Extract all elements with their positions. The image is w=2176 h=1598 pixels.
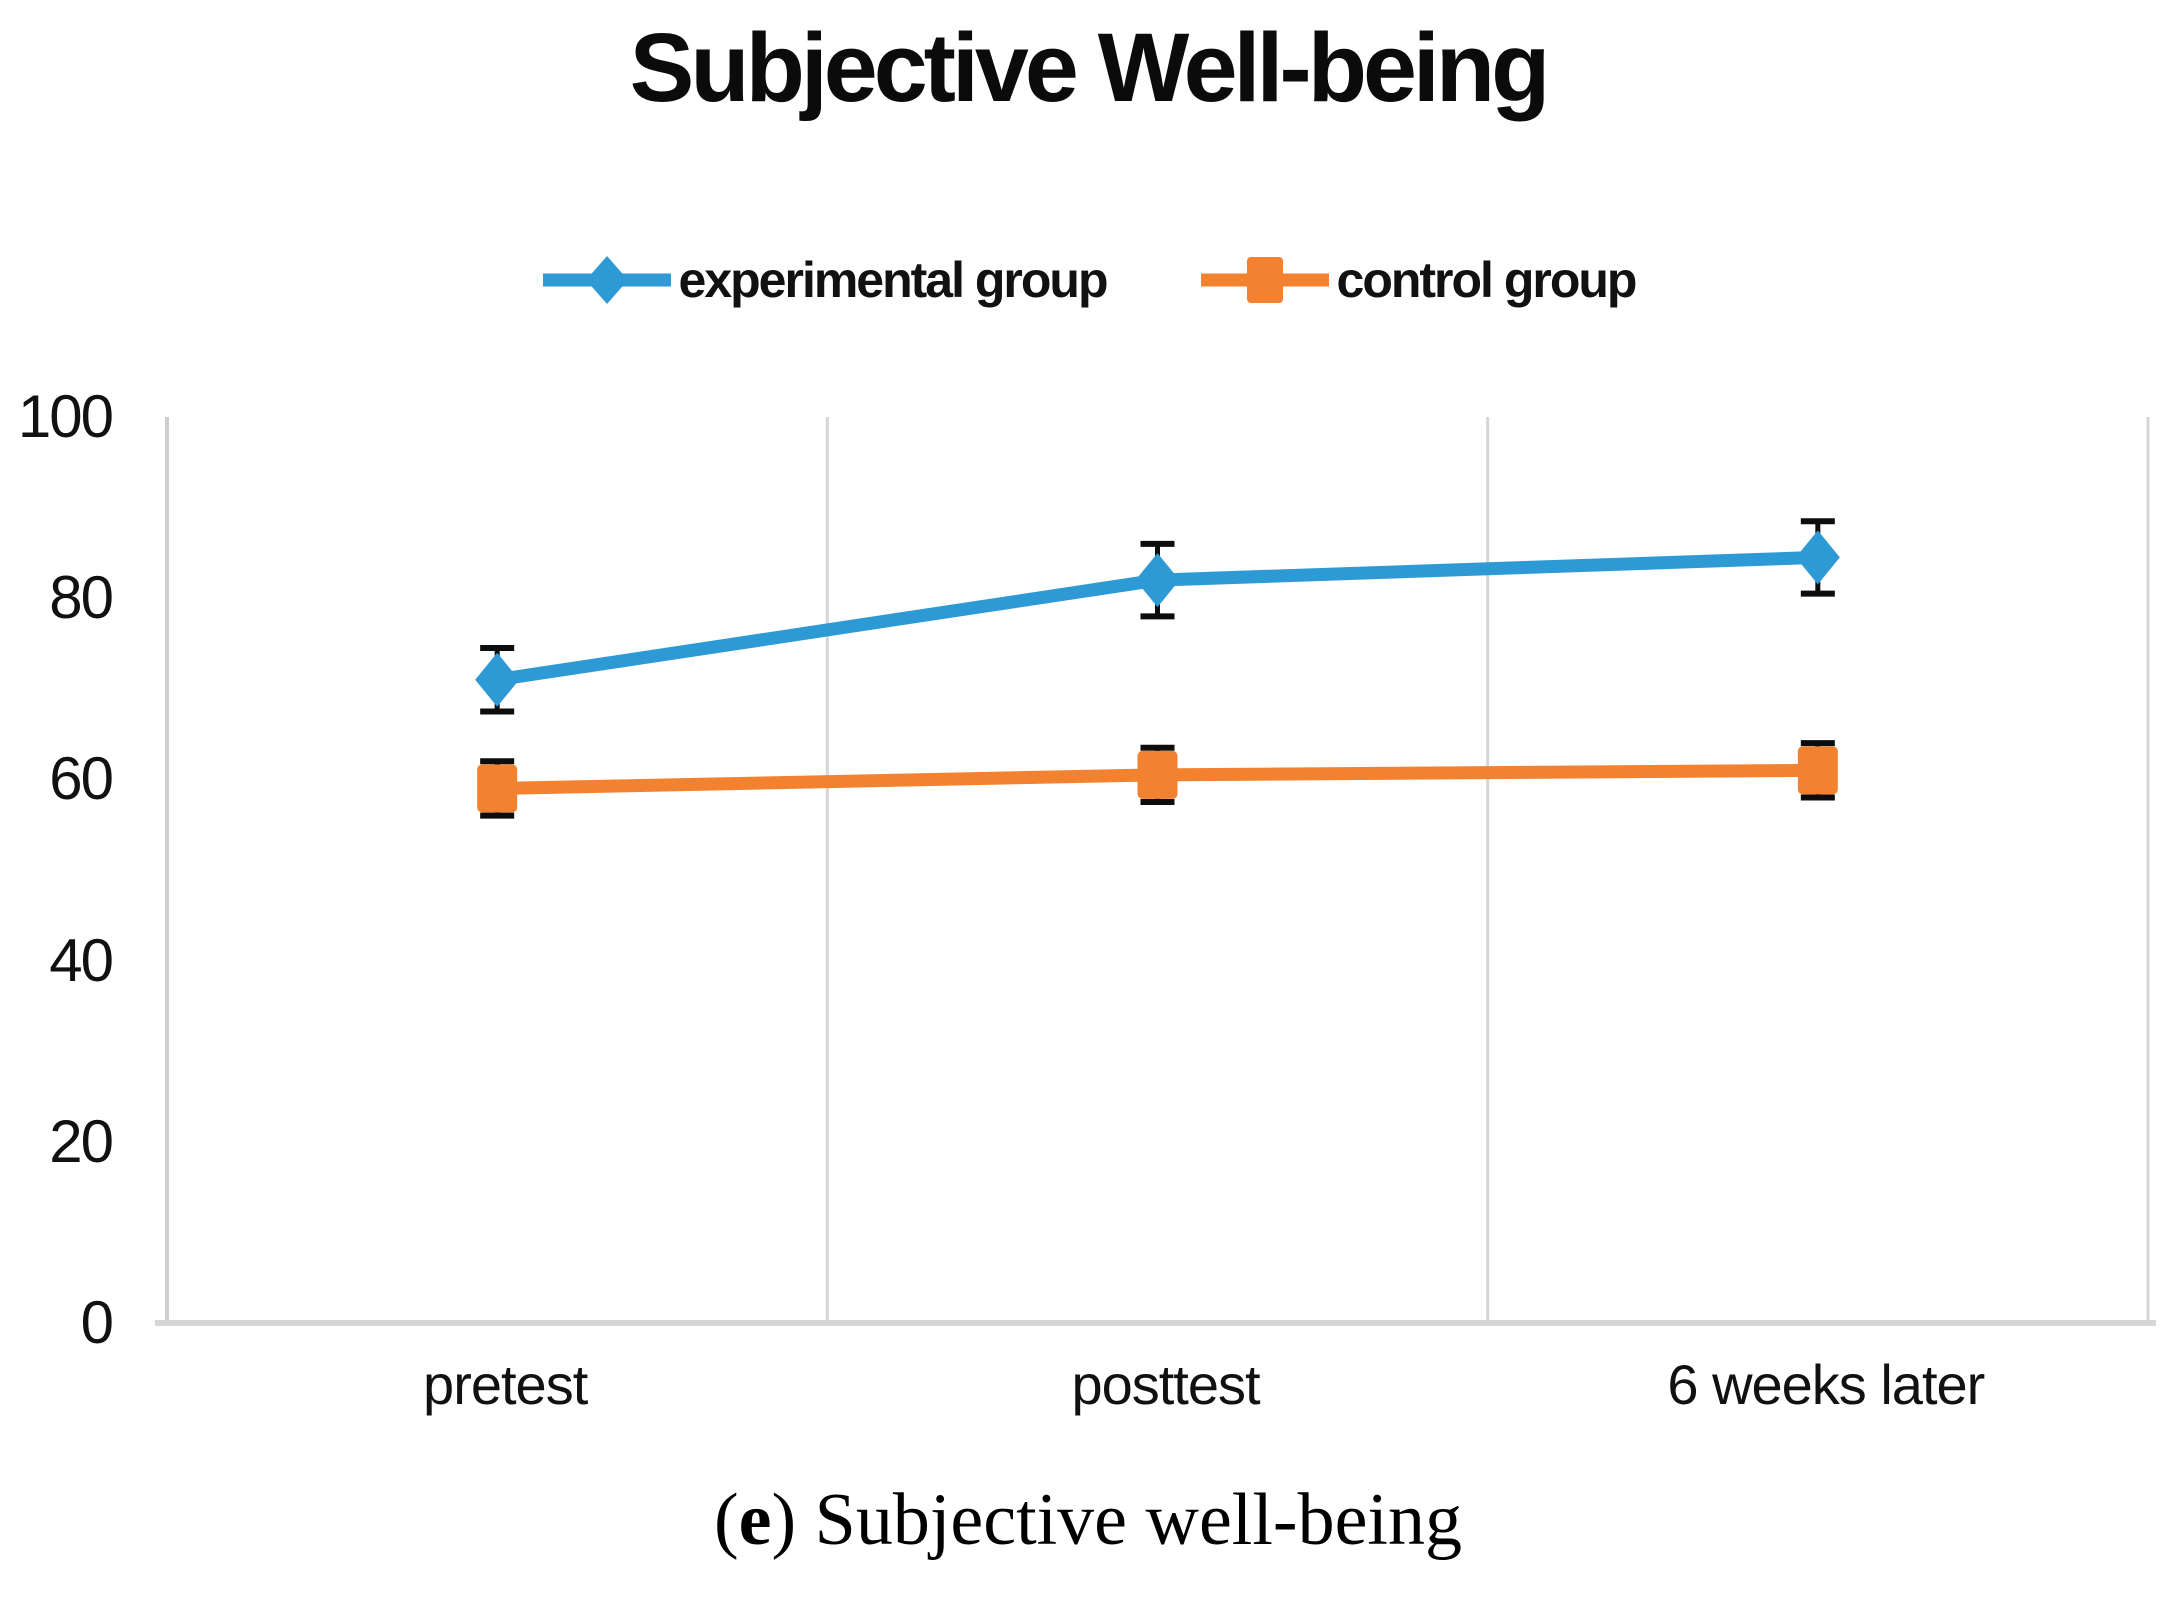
caption-text: ) Subjective well-being <box>771 1479 1462 1561</box>
marker-square <box>1137 750 1178 799</box>
x-category-label: pretest <box>423 1353 588 1416</box>
square-icon <box>1246 257 1283 303</box>
legend: experimental group control group <box>0 244 2176 316</box>
legend-item: experimental group <box>541 244 1109 316</box>
diamond-icon <box>585 256 628 304</box>
y-tick-label: 60 <box>49 745 114 813</box>
marker-diamond <box>1135 553 1180 608</box>
legend-label: experimental group <box>678 252 1109 308</box>
y-tick-label: 20 <box>49 1107 114 1175</box>
caption-paren-open: ( <box>714 1479 739 1561</box>
marker-diamond <box>475 652 520 707</box>
marker-diamond <box>1795 530 1840 585</box>
legend-label: control group <box>1336 252 1638 308</box>
y-tick-label: 40 <box>49 926 114 994</box>
y-tick-label: 100 <box>17 383 114 450</box>
chart-title: Subjective Well-being <box>629 13 1551 122</box>
legend-item: control group <box>1199 244 1638 316</box>
x-category-label: posttest <box>1071 1353 1260 1416</box>
marker-square <box>477 764 518 813</box>
x-category-label: 6 weeks later <box>1667 1353 1985 1416</box>
marker-square <box>1797 746 1838 795</box>
legend-marker-diamond <box>542 256 671 304</box>
legend-marker-square <box>1200 257 1329 303</box>
figure-caption: (e) Subjective well-being <box>0 1478 2176 1563</box>
y-tick-label: 80 <box>49 564 114 632</box>
y-tick-label: 0 <box>80 1289 114 1356</box>
caption-letter: e <box>738 1479 772 1561</box>
